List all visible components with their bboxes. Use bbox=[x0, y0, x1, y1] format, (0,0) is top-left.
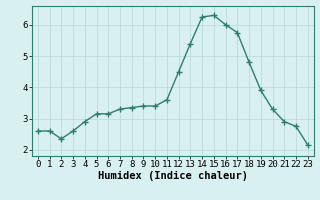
X-axis label: Humidex (Indice chaleur): Humidex (Indice chaleur) bbox=[98, 171, 248, 181]
